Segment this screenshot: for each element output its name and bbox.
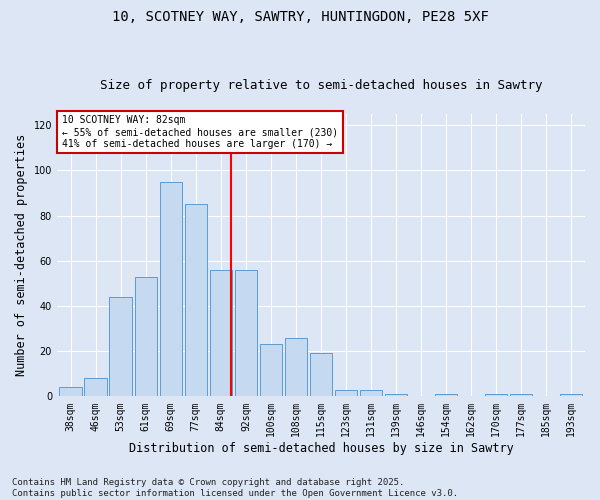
Bar xyxy=(335,390,357,396)
Y-axis label: Number of semi-detached properties: Number of semi-detached properties xyxy=(15,134,28,376)
Bar xyxy=(59,388,82,396)
Title: Size of property relative to semi-detached houses in Sawtry: Size of property relative to semi-detach… xyxy=(100,79,542,92)
Bar xyxy=(134,276,157,396)
Bar xyxy=(185,204,207,396)
Bar xyxy=(284,338,307,396)
Bar xyxy=(160,182,182,396)
Bar xyxy=(85,378,107,396)
Bar xyxy=(485,394,508,396)
Bar xyxy=(235,270,257,396)
Text: 10, SCOTNEY WAY, SAWTRY, HUNTINGDON, PE28 5XF: 10, SCOTNEY WAY, SAWTRY, HUNTINGDON, PE2… xyxy=(112,10,488,24)
Bar xyxy=(435,394,457,396)
Bar xyxy=(310,354,332,397)
X-axis label: Distribution of semi-detached houses by size in Sawtry: Distribution of semi-detached houses by … xyxy=(128,442,514,455)
Bar xyxy=(360,390,382,396)
Bar xyxy=(510,394,532,396)
Bar xyxy=(209,270,232,396)
Bar xyxy=(260,344,282,397)
Bar xyxy=(560,394,583,396)
Text: Contains HM Land Registry data © Crown copyright and database right 2025.
Contai: Contains HM Land Registry data © Crown c… xyxy=(12,478,458,498)
Text: 10 SCOTNEY WAY: 82sqm
← 55% of semi-detached houses are smaller (230)
41% of sem: 10 SCOTNEY WAY: 82sqm ← 55% of semi-deta… xyxy=(62,116,338,148)
Bar xyxy=(385,394,407,396)
Bar xyxy=(109,297,132,396)
